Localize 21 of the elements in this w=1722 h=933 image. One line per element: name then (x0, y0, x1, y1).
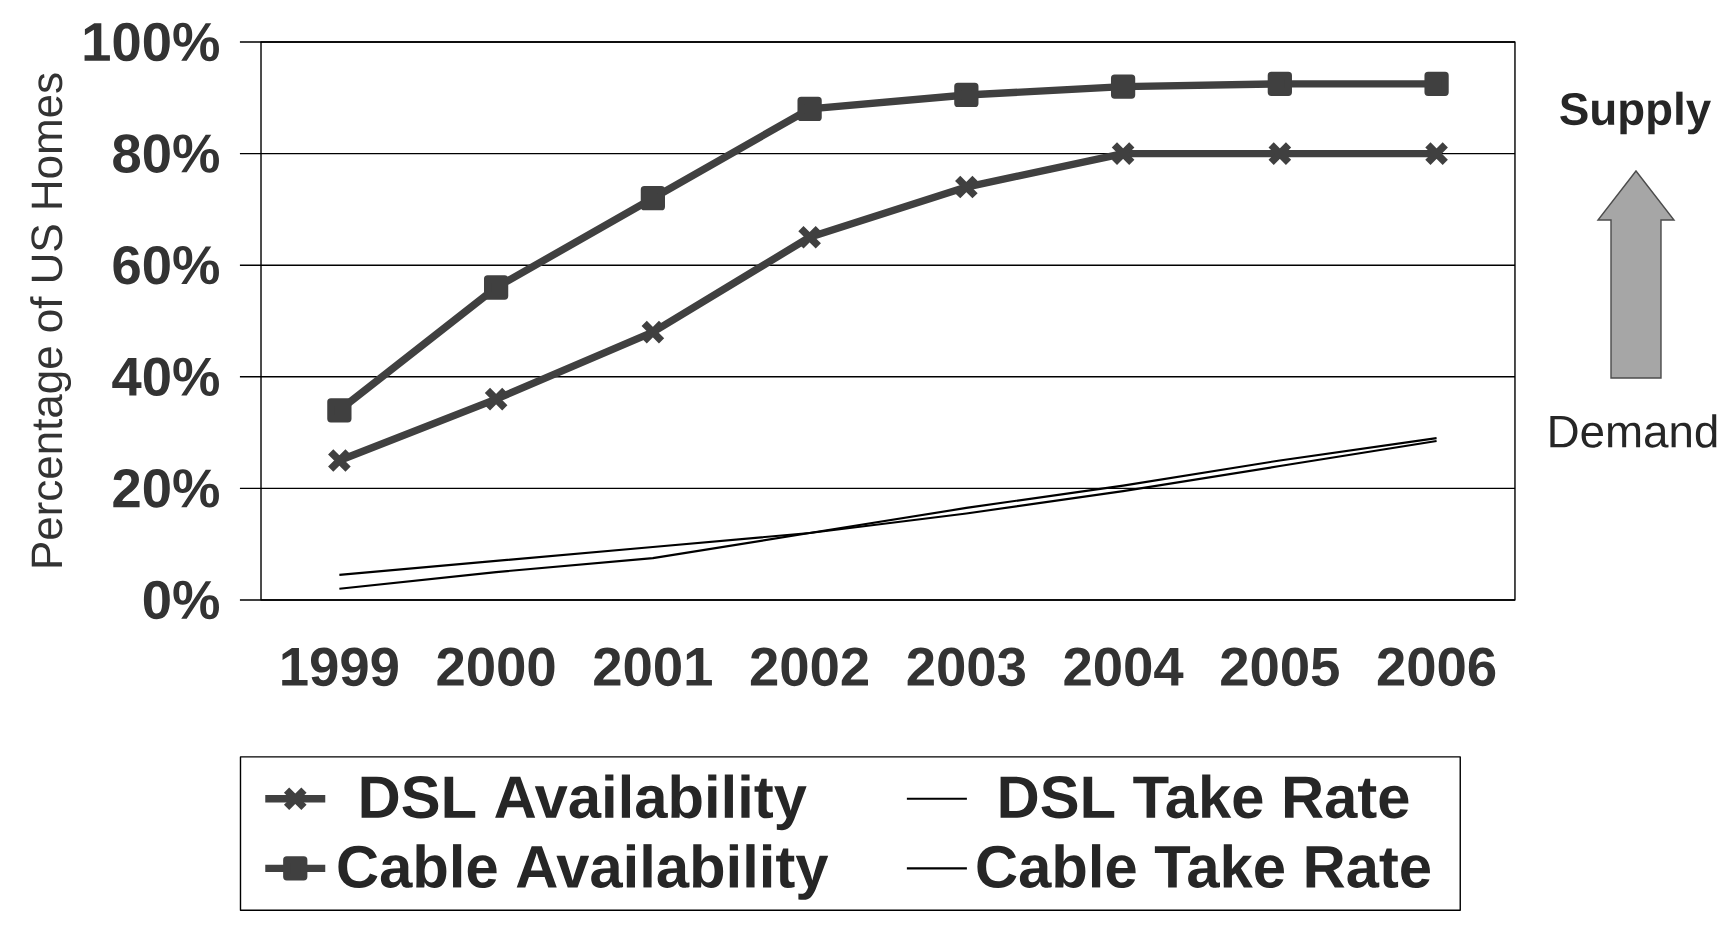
x-tick-label: 1999 (282, 647, 398, 687)
y-tick-label: 80% (113, 134, 219, 173)
x-tick-label: 2002 (750, 647, 868, 687)
text: Demand (1550, 414, 1717, 448)
text: Supply (1560, 91, 1711, 135)
legend-label: Cable Take Rate (977, 844, 1431, 889)
x-tick-label: 2004 (1064, 647, 1184, 687)
x-tick-label: 2001 (594, 647, 712, 687)
x-tick-label: 2003 (907, 647, 1025, 687)
legend-label: Cable Availability (338, 844, 829, 900)
y-axis-title: Percentage of US Homes (30, 73, 72, 567)
y-tick-label: 40% (112, 357, 219, 397)
y-tick-label: 100% (84, 22, 219, 62)
legend-label: DSL Availability (361, 774, 807, 831)
legend-label: DSL Take Rate (1000, 774, 1409, 819)
y-tick-label: 60% (113, 245, 219, 285)
x-tick-label: 2006 (1377, 647, 1496, 687)
y-tick-label: 0% (143, 580, 219, 620)
y-tick-label: 20% (113, 469, 219, 508)
x-tick-label: 2000 (437, 647, 555, 687)
x-tick-label: 2005 (1221, 647, 1339, 687)
